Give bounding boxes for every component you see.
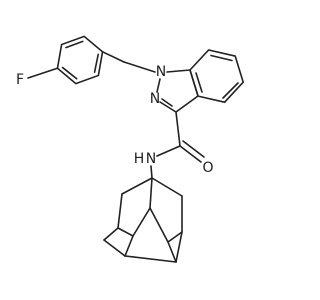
bond <box>210 54 233 62</box>
bond <box>101 50 125 63</box>
bond <box>175 111 181 147</box>
atom-label: N <box>150 91 160 107</box>
bond <box>166 69 191 73</box>
bond <box>222 82 239 99</box>
bond <box>159 101 177 113</box>
background <box>0 0 300 300</box>
bond <box>175 95 199 113</box>
bond <box>179 145 202 163</box>
atom-label: N <box>156 64 166 80</box>
atom-label: N <box>146 151 156 167</box>
bond <box>123 61 156 73</box>
atom-label: F <box>16 72 24 88</box>
bond <box>195 72 203 93</box>
bond <box>161 98 173 107</box>
atom-label: H <box>134 151 145 167</box>
molecule: F N N O H N <box>0 0 300 300</box>
bond <box>150 165 153 179</box>
atom-label: O <box>202 160 213 176</box>
bond <box>156 78 161 93</box>
adamantane <box>103 177 183 263</box>
bond <box>27 67 59 79</box>
bond <box>156 145 181 157</box>
bond <box>182 140 205 158</box>
benzo-ring <box>189 49 245 104</box>
